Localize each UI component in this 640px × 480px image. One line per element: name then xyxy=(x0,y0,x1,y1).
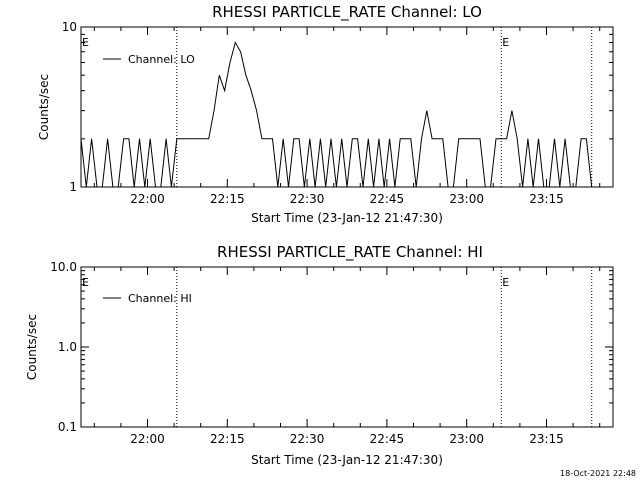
series-line xyxy=(80,41,613,188)
legend-label: Channel: LO xyxy=(128,53,195,66)
x-tick-label: 22:15 xyxy=(210,432,245,446)
x-tick-label: 22:45 xyxy=(370,432,405,446)
flag-label: E xyxy=(502,36,509,49)
lo-channel-panel: RHESSI PARTICLE_RATE Channel: LO Counts/… xyxy=(37,3,614,225)
y-tick-label: 1 xyxy=(69,180,77,194)
x-axis-label: Start Time (23-Jan-12 21:47:30) xyxy=(251,453,443,467)
x-axis-label: Start Time (23-Jan-12 21:47:30) xyxy=(251,211,443,225)
x-tick-label: 22:00 xyxy=(130,432,165,446)
axis-ticks: 22:00 22:15 22:30 22:45 23:00 23:15 1 10 xyxy=(62,20,613,206)
y-tick-label: 0.1 xyxy=(58,420,77,434)
series-group xyxy=(80,41,613,188)
x-tick-label: 23:00 xyxy=(449,432,484,446)
y-axis-label: Counts/sec xyxy=(37,74,51,140)
chart-title: RHESSI PARTICLE_RATE Channel: LO xyxy=(212,3,482,22)
x-tick-label: 22:15 xyxy=(210,192,245,206)
flag-label: E xyxy=(82,276,89,289)
axis-ticks: 22:00 22:15 22:30 22:45 23:00 23:15 0.1 1.0 10.0 xyxy=(50,260,613,446)
flag-label: E xyxy=(502,276,509,289)
x-tick-label: 23:15 xyxy=(529,432,564,446)
hi-channel-panel: RHESSI PARTICLE_RATE Channel: HI Counts/… xyxy=(25,243,614,467)
x-tick-label: 22:30 xyxy=(290,432,325,446)
x-tick-label: 22:45 xyxy=(370,192,405,206)
y-tick-label: 10.0 xyxy=(50,260,77,274)
y-tick-label: 1.0 xyxy=(58,340,77,354)
x-tick-label: 23:00 xyxy=(449,192,484,206)
x-tick-label: 23:15 xyxy=(529,192,564,206)
x-tick-label: 22:00 xyxy=(130,192,165,206)
footer-timestamp: 18-Oct-2021 22:48 xyxy=(560,469,636,478)
chart-title: RHESSI PARTICLE_RATE Channel: HI xyxy=(217,243,483,262)
y-tick-label: 10 xyxy=(62,20,77,34)
flag-label: E xyxy=(82,36,89,49)
legend-label: Channel: HI xyxy=(128,292,192,305)
x-tick-label: 22:30 xyxy=(290,192,325,206)
y-axis-label: Counts/sec xyxy=(25,314,39,380)
